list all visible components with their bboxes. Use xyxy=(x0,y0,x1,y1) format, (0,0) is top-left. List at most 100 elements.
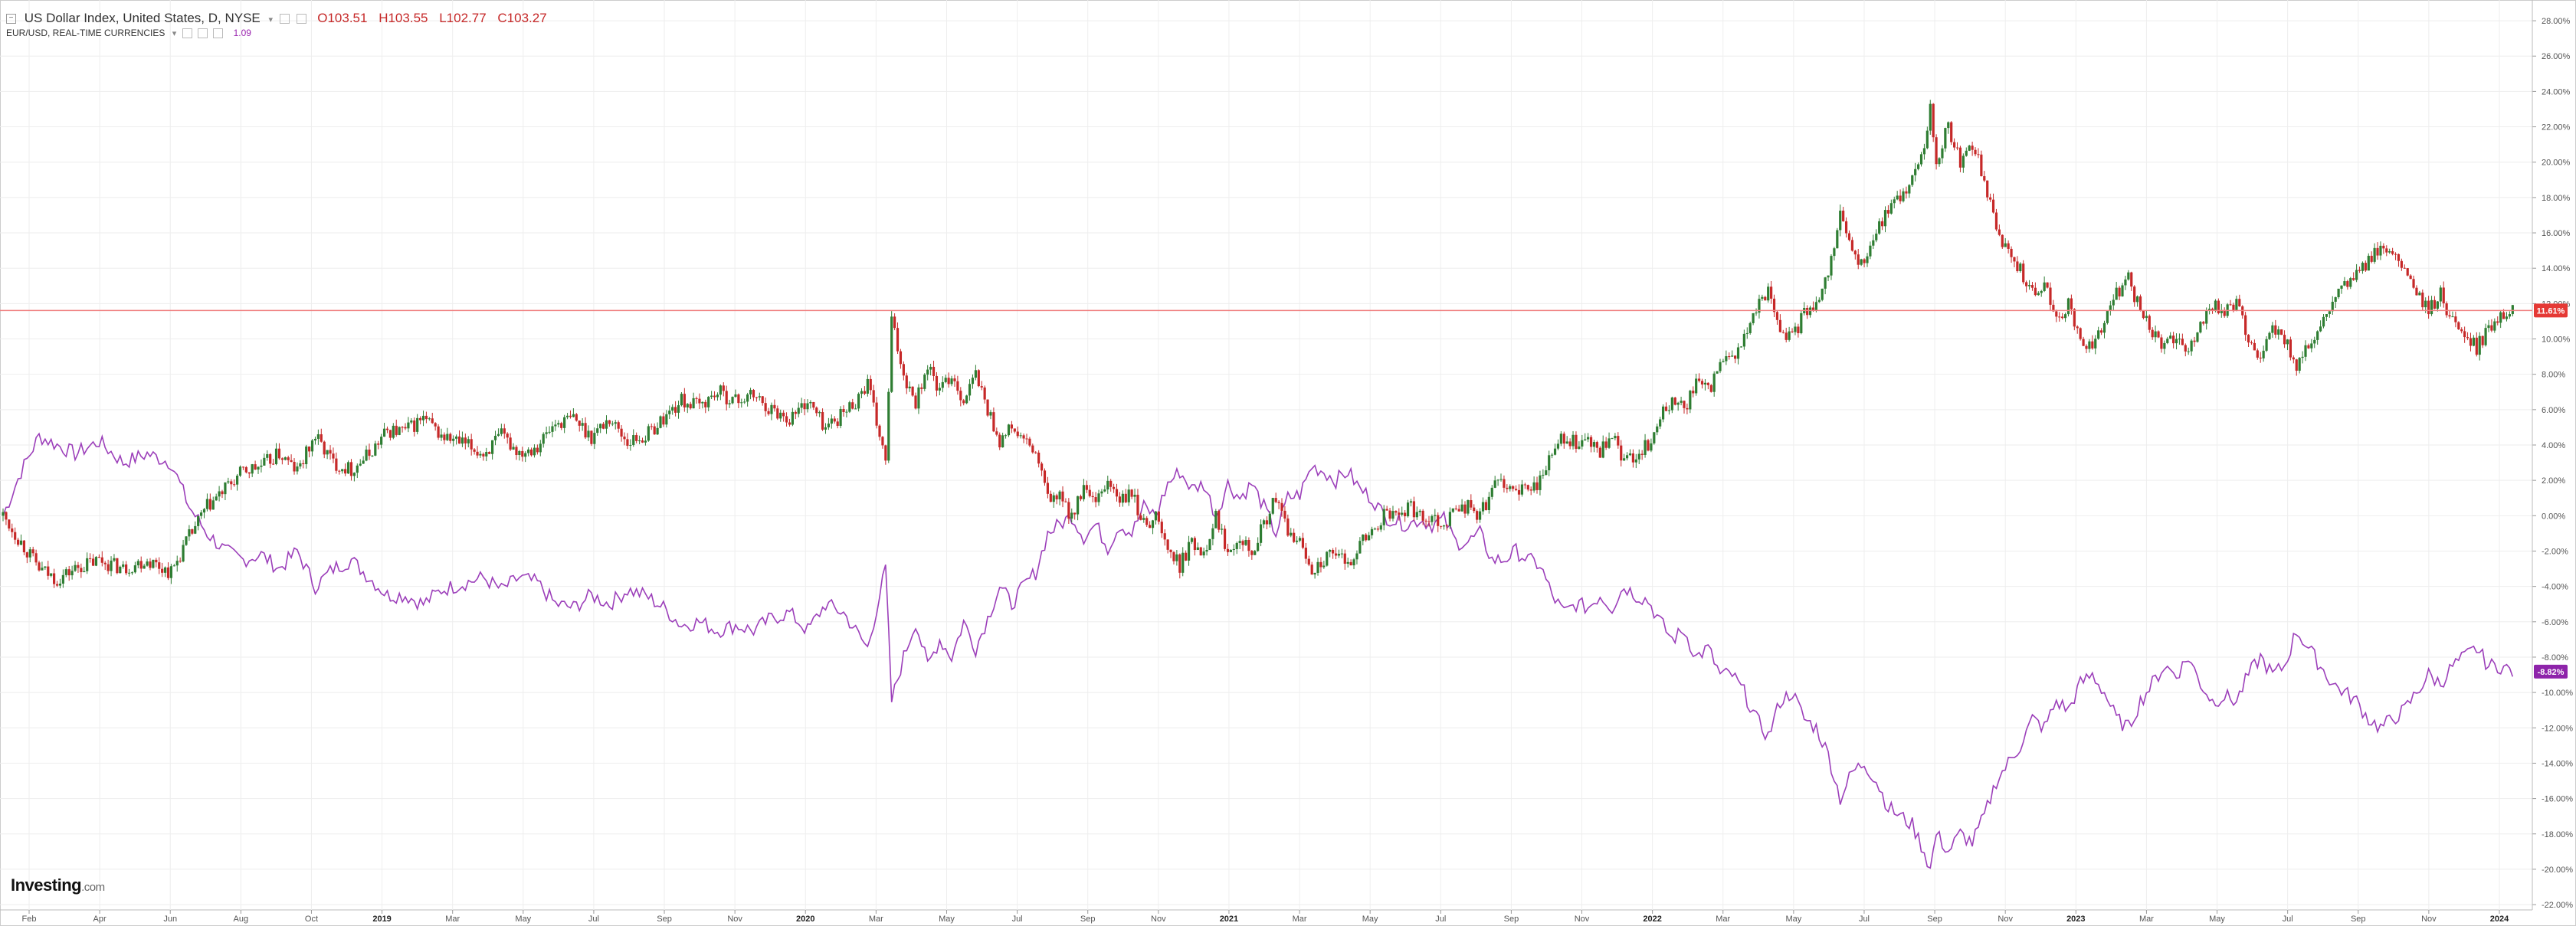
candle-body xyxy=(2337,288,2340,298)
candle-body xyxy=(1004,435,1008,437)
compare-legend: EUR/USD, REAL-TIME CURRENCIES ▾ 1.09 xyxy=(6,28,251,39)
candle-body xyxy=(1833,248,1836,257)
dxy-last-label-bg xyxy=(2534,303,2568,318)
candle-body xyxy=(1896,195,1899,200)
candle-body xyxy=(365,449,368,461)
candle-body xyxy=(1556,443,1560,449)
candle-body xyxy=(260,465,263,467)
candle-body xyxy=(421,415,425,420)
eurusd-last-label: -8.82% xyxy=(2538,668,2565,677)
candle-body xyxy=(1370,528,1374,535)
candle-body xyxy=(1340,553,1343,555)
candle-body xyxy=(395,425,398,435)
candle-body xyxy=(1745,332,1748,334)
candle-body xyxy=(601,424,605,429)
candle-body xyxy=(2355,270,2358,280)
candle-body xyxy=(1598,447,1601,458)
candle-body xyxy=(1565,441,1568,444)
candle-body xyxy=(269,453,272,464)
candle-body xyxy=(2505,316,2509,319)
candle-body xyxy=(1440,525,1443,527)
candle-body xyxy=(851,402,854,409)
candle-body xyxy=(1689,391,1692,410)
candle-body xyxy=(70,571,74,576)
series-eurusd-line[interactable] xyxy=(2,432,2514,869)
compare-symbol[interactable]: EUR/USD, REAL-TIME CURRENCIES xyxy=(6,28,166,38)
candle-body xyxy=(827,424,831,427)
candle-body xyxy=(893,316,896,329)
candle-body xyxy=(1404,512,1407,517)
candle-body xyxy=(1218,511,1221,530)
candle-body xyxy=(1307,558,1310,565)
candle-body xyxy=(1706,382,1709,385)
candle-body xyxy=(1022,435,1025,439)
candle-body xyxy=(875,402,878,426)
candle-body xyxy=(1431,515,1434,522)
candle-body xyxy=(100,557,103,563)
candle-body xyxy=(665,414,668,425)
series-dxy-candles[interactable] xyxy=(2,100,2514,589)
candle-body xyxy=(536,447,539,453)
candle-body xyxy=(512,447,515,450)
candle-body xyxy=(1352,559,1355,566)
candle-body xyxy=(1734,355,1737,359)
candle-body xyxy=(1886,210,1890,214)
candle-body xyxy=(424,415,428,420)
candle-body xyxy=(1817,299,1821,303)
candle-body xyxy=(779,412,782,419)
candle-body xyxy=(836,421,839,426)
candle-body xyxy=(2385,248,2388,253)
candle-body xyxy=(2025,282,2028,286)
candle-body xyxy=(521,450,524,457)
x-tick-label: Jun xyxy=(163,915,177,924)
candle-body xyxy=(1145,518,1149,525)
candle-body xyxy=(2160,337,2163,349)
candle-body xyxy=(2364,263,2367,271)
y-axis[interactable]: 28.00% 26.00% 24.00% 22.00% 20.00% 18.00% 16.0… xyxy=(0,17,2573,910)
compare-settings-icon[interactable] xyxy=(197,28,208,39)
candle-body xyxy=(977,370,980,387)
candle-body xyxy=(1548,455,1551,471)
candle-body xyxy=(1509,486,1512,489)
x-tick-label: Aug xyxy=(234,915,249,924)
compare-caret-icon[interactable]: ▾ xyxy=(172,29,177,38)
candle-body xyxy=(2502,312,2506,319)
candle-body xyxy=(1326,551,1329,566)
candle-body xyxy=(1223,528,1227,549)
candle-body xyxy=(1127,489,1130,502)
ohlc-high: H103.55 xyxy=(379,11,428,25)
candle-body xyxy=(1697,378,1701,381)
dropdown-caret-icon[interactable]: ▾ xyxy=(268,15,274,25)
candle-body xyxy=(2099,330,2103,333)
candle-body xyxy=(155,559,158,563)
candle-body xyxy=(28,549,31,558)
x-tick-label: 2020 xyxy=(796,915,814,924)
candle-body xyxy=(707,397,710,407)
candle-body xyxy=(1775,312,1779,320)
candle-body xyxy=(233,484,236,486)
collapse-icon[interactable]: − xyxy=(6,14,16,25)
candle-body xyxy=(2049,287,2052,305)
x-tick-label: Apr xyxy=(93,915,107,924)
candle-body xyxy=(529,449,533,456)
candle-body xyxy=(2034,287,2037,296)
x-axis[interactable]: Feb Apr Jun Aug Oct 2019 Mar May Jul Sep Nov 2020 Ma… xyxy=(22,0,2510,924)
candle-body xyxy=(2076,326,2079,329)
settings-square-icon[interactable] xyxy=(279,14,290,25)
candle-body xyxy=(2406,268,2409,276)
candle-body xyxy=(1842,211,1845,221)
candle-body xyxy=(2319,326,2322,332)
candle-body xyxy=(1731,355,1734,357)
candle-body xyxy=(1025,438,1028,440)
candle-body xyxy=(2223,309,2226,316)
candle-body xyxy=(338,470,341,472)
candle-body xyxy=(806,403,809,410)
close-square-icon[interactable] xyxy=(296,14,306,25)
symbol-title[interactable]: US Dollar Index, United States, D, NYSE xyxy=(24,11,261,25)
candle-body xyxy=(1977,154,1980,155)
compare-close-icon[interactable] xyxy=(213,28,224,39)
compare-eye-icon[interactable] xyxy=(182,28,192,39)
candle-body xyxy=(1073,512,1077,515)
candle-body xyxy=(1109,480,1113,487)
